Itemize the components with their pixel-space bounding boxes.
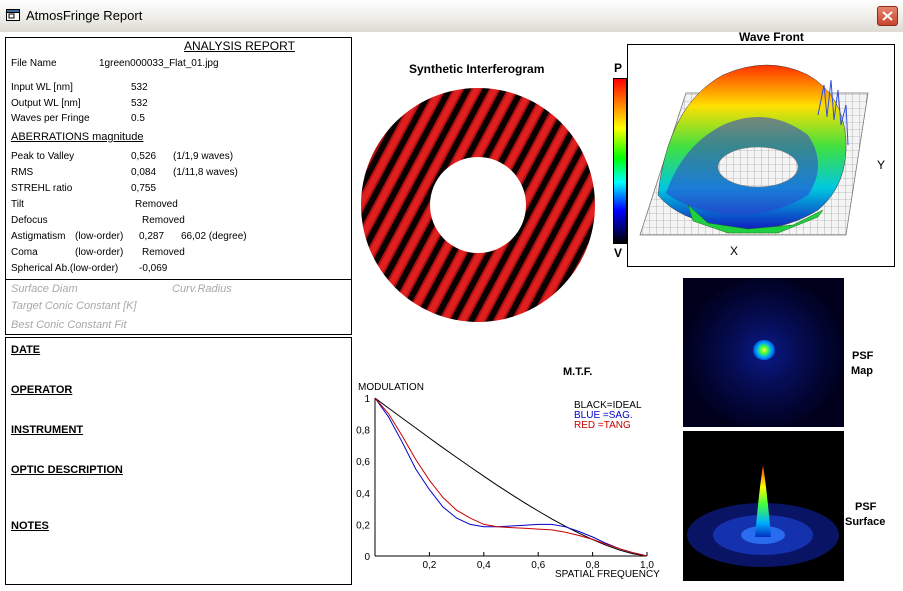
psf-map-core xyxy=(753,340,775,360)
colorbar-bottom-label: V xyxy=(614,246,623,260)
astigmatism-value: 0,287 xyxy=(139,231,165,242)
report-heading: ANALYSIS REPORT xyxy=(184,39,295,53)
psf-surface-plot xyxy=(687,465,839,567)
rms-value: 0,084 xyxy=(131,167,157,178)
info-panel: DATE OPERATOR INSTRUMENT OPTIC DESCRIPTI… xyxy=(5,337,352,585)
mtf-y-tick-label: 0 xyxy=(364,552,370,563)
psf-surface-label-2: Surface xyxy=(845,516,886,528)
mtf-x-tick-label: 0,8 xyxy=(586,560,600,571)
tilt-label: Tilt xyxy=(11,199,24,210)
mtf-series-line-2 xyxy=(374,397,648,557)
wavefront-title: Wave Front xyxy=(739,30,804,44)
curv-radius-label: Curv.Radius xyxy=(172,283,232,295)
rms-note: (1/11,8 waves) xyxy=(173,167,238,178)
astigmatism-qual: (low-order) xyxy=(75,231,124,242)
wavefront-axis-x: X xyxy=(730,244,739,258)
waves-per-fringe-label: Waves per Fringe xyxy=(11,113,90,124)
wavefront-panel: Y X xyxy=(627,44,895,267)
tilt-value: Removed xyxy=(135,199,178,210)
peak-to-valley-value: 0,526 xyxy=(131,151,157,162)
input-wl-label: Input WL [nm] xyxy=(11,82,73,93)
best-conic-label: Best Conic Constant Fit xyxy=(11,319,127,331)
mtf-x-tick-label: 0,6 xyxy=(531,560,545,571)
target-conic-label: Target Conic Constant [K] xyxy=(11,300,137,312)
file-name-value: 1green000033_Flat_01.jpg xyxy=(99,58,219,69)
mtf-chart: 0 0,2 0,4 0,6 0,8 1 0,2 0,4 0,6 0,8 1,0 BLACK=IDEAL… xyxy=(356,394,654,571)
strehl-label: STREHL ratio xyxy=(11,183,73,194)
wavefront-axis-y: Y xyxy=(877,158,886,172)
mtf-y-tick-label: 0,6 xyxy=(356,457,370,468)
mtf-y-tick-label: 0,8 xyxy=(356,426,370,437)
mtf-legend-entry: BLUE =SAG. xyxy=(574,410,633,421)
mtf-series-line-0 xyxy=(374,397,648,557)
output-wl-value: 532 xyxy=(131,98,148,109)
spherical-label: Spherical Ab.(low-order) xyxy=(11,263,119,274)
output-wl-label: Output WL [nm] xyxy=(11,98,81,109)
mtf-ylabel: MODULATION xyxy=(358,382,424,393)
close-button[interactable] xyxy=(877,6,898,26)
mtf-y-tick-label: 0,4 xyxy=(356,489,370,500)
spherical-value: -0,069 xyxy=(139,263,168,274)
mtf-x-tick-label: 0,2 xyxy=(422,560,436,571)
colorbar xyxy=(613,78,627,244)
astigmatism-angle: 66,02 (degree) xyxy=(181,231,247,242)
window-title: AtmosFringe Report xyxy=(26,8,143,23)
title-bar: AtmosFringe Report xyxy=(0,0,903,33)
synthetic-interferogram xyxy=(360,87,596,323)
defocus-label: Defocus xyxy=(11,215,48,226)
surface-diam-label: Surface Diam xyxy=(11,283,78,295)
date-label: DATE xyxy=(11,344,41,356)
coma-qual: (low-order) xyxy=(75,247,124,258)
astigmatism-label: Astigmatism xyxy=(11,231,66,242)
defocus-value: Removed xyxy=(142,215,185,226)
colorbar-top-label: P xyxy=(614,61,623,75)
mtf-xlabel: SPATIAL FREQUENCY xyxy=(555,569,660,580)
peak-to-valley-note: (1/1,9 waves) xyxy=(173,151,234,162)
waves-per-fringe-value: 0.5 xyxy=(131,113,145,124)
analysis-report-panel: ANALYSIS REPORT File Name 1green000033_F… xyxy=(5,37,352,335)
mtf-legend-entry: BLACK=IDEAL xyxy=(574,400,642,411)
mtf-y-tick-label: 1 xyxy=(364,394,370,405)
optic-description-label: OPTIC DESCRIPTION xyxy=(11,464,123,476)
psf-map-label-2: Map xyxy=(851,365,873,377)
mtf-y-tick-label: 0,2 xyxy=(356,520,370,531)
mtf-legend-entry: RED =TANG xyxy=(574,420,631,431)
mtf-series-line-1 xyxy=(374,397,648,557)
mtf-x-tick-label: 0,4 xyxy=(477,560,491,571)
strehl-value: 0,755 xyxy=(131,183,157,194)
psf-surface-label-1: PSF xyxy=(855,501,877,513)
input-wl-value: 532 xyxy=(131,82,148,93)
file-name-label: File Name xyxy=(11,58,57,69)
notes-label: NOTES xyxy=(11,520,49,532)
aberrations-heading: ABERRATIONS magnitude xyxy=(11,131,144,143)
rms-label: RMS xyxy=(11,167,34,178)
coma-label: Coma xyxy=(11,247,38,258)
instrument-label: INSTRUMENT xyxy=(11,424,84,436)
app-icon xyxy=(6,9,20,21)
report-divider xyxy=(6,279,351,280)
psf-map-label-1: PSF xyxy=(852,350,874,362)
mtf-title: M.T.F. xyxy=(563,366,593,378)
psf-surface xyxy=(683,431,844,581)
report-content: ANALYSIS REPORT File Name 1green000033_F… xyxy=(0,30,903,591)
wavefront-surface-plot xyxy=(639,64,869,236)
close-icon xyxy=(882,11,893,21)
operator-label: OPERATOR xyxy=(11,384,73,396)
coma-value: Removed xyxy=(142,247,185,258)
interferogram-title: Synthetic Interferogram xyxy=(409,62,545,76)
psf-map xyxy=(683,278,844,427)
mtf-x-tick-label: 1,0 xyxy=(640,560,654,571)
peak-to-valley-label: Peak to Valley xyxy=(11,151,75,162)
